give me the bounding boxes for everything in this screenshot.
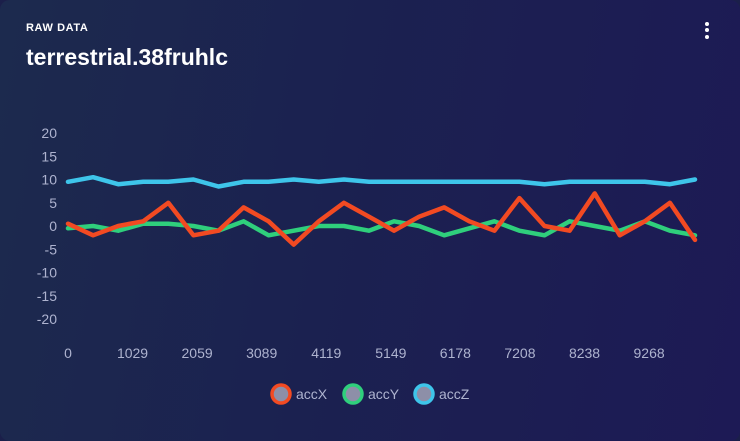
card-eyebrow: RAW DATA (26, 22, 89, 34)
legend-marker (342, 383, 364, 405)
legend-marker (413, 383, 435, 405)
y-tick-label: -5 (45, 241, 58, 257)
legend-label: accY (368, 386, 400, 402)
legend-label: accZ (439, 386, 470, 402)
x-tick-label: 4119 (311, 345, 341, 361)
x-tick-label: 9268 (634, 345, 665, 361)
y-tick-label: 0 (49, 218, 57, 234)
x-tick-label: 7208 (504, 345, 535, 361)
series-line-accX (65, 191, 698, 247)
x-tick-label: 0 (64, 345, 72, 361)
x-tick-label: 1029 (117, 345, 148, 361)
y-tick-label: -15 (37, 288, 57, 304)
y-tick-label: 5 (49, 195, 57, 211)
y-tick-label: 10 (41, 172, 57, 188)
x-tick-label: 2059 (182, 345, 213, 361)
y-tick-label: -20 (37, 311, 57, 327)
x-tick-label: 3089 (246, 345, 277, 361)
legend-item-accX[interactable]: accX (270, 383, 328, 405)
legend-marker (270, 383, 292, 405)
x-tick-label: 6178 (440, 345, 471, 361)
y-tick-label: 15 (41, 148, 57, 164)
legend-label: accX (296, 386, 328, 402)
legend-item-accZ[interactable]: accZ (413, 383, 470, 405)
legend-item-accY[interactable]: accY (342, 383, 400, 405)
x-tick-label: 8238 (569, 345, 600, 361)
page-title: terrestrial.38fruhlc (26, 44, 228, 70)
series-line-accZ (65, 174, 698, 189)
more-options-icon[interactable] (700, 20, 714, 40)
y-tick-label: -10 (37, 265, 57, 281)
x-tick-label: 5149 (375, 345, 406, 361)
y-tick-label: 20 (41, 125, 57, 141)
